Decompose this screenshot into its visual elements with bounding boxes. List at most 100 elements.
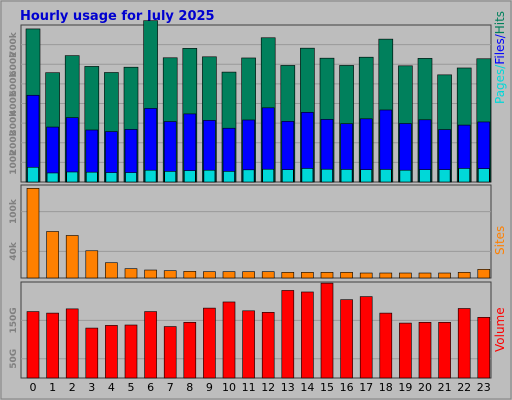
pages-bar [125,172,137,183]
sites-bar [105,262,118,279]
sites-bar [85,250,99,279]
x-tick-label: 12 [261,381,275,394]
sites-bar [124,268,138,279]
volume-bar [418,322,432,379]
y-tick-label: 50G [9,349,19,369]
volume-bar [222,301,236,379]
volume-bar [85,327,99,379]
sites-bar [183,271,197,279]
volume-bar [359,296,373,379]
y-tick-label: 700k [9,31,19,57]
panel-frame [20,281,492,379]
chart-title: Hourly usage for July 2025 [20,9,215,24]
x-tick-label: 9 [206,381,213,394]
pages-bar [223,171,235,183]
volume-bar [340,299,353,379]
volume-bar [477,317,491,379]
volume-bar [26,311,40,379]
pages-bar [301,168,314,183]
x-tick-label: 17 [359,381,373,394]
sites-bar [163,270,177,279]
pages-bar [340,169,353,183]
x-tick-label: 1 [49,381,56,394]
x-tick-label: 2 [69,381,76,394]
x-tick-label: 20 [418,381,432,394]
y-tick-label: 600k [9,51,19,77]
volume-bar [65,308,79,379]
pages-bar [281,169,294,183]
pages-bar [203,169,216,183]
volume-bar [203,307,216,379]
y-axis-label-part: Files/ [493,33,507,64]
pages-bar [66,171,78,183]
volume-bar [281,290,295,379]
sites-bar [281,272,295,279]
sites-bar [438,272,451,279]
y-tick-label: 150G [9,307,19,333]
sites-bar [457,272,471,279]
x-tick-label: 8 [186,381,193,394]
volume-bar [105,325,118,379]
x-tick-label: 10 [222,381,236,394]
y-axis-label-part: Volume [493,307,507,352]
x-tick-label: 5 [128,381,135,394]
y-tick-label: 40k [9,241,19,261]
pages-bar [46,172,59,183]
pages-bar [144,169,157,183]
sites-bar [379,272,393,279]
pages-bar [262,168,275,183]
y-axis-label-part: Sites [493,226,507,255]
pages-bar [105,172,118,183]
volume-bar [163,326,177,379]
y-tick-label: 500k [9,70,19,96]
sites-bar [261,271,275,279]
pages-bar [360,169,373,183]
sites-bar [418,272,432,279]
sites-bar [26,188,40,279]
volume-bar [261,312,275,379]
pages-bar [242,169,255,183]
x-tick-label: 11 [242,381,256,394]
sites-bar [65,235,79,279]
x-tick-label: 13 [281,381,295,394]
sites-bar [399,272,412,279]
x-tick-label: 7 [167,381,174,394]
volume-bar [183,322,197,379]
pages-bar [184,170,196,183]
pages-bar [477,168,490,183]
pages-bar [86,171,98,183]
volume-bar [242,310,255,379]
sites-bar [320,272,334,279]
volume-bar [399,322,412,379]
volume-bar [301,291,314,379]
x-tick-label: 18 [379,381,393,394]
pages-bar [419,169,431,183]
pages-bar [458,168,471,183]
sites-bar [144,269,157,279]
y-tick-label: 400k [9,90,19,116]
x-tick-label: 0 [30,381,37,394]
volume-bar [438,322,451,379]
y-tick-label: 100k [9,198,19,224]
y-tick-label: 300k [9,110,19,136]
volume-bar [46,312,59,379]
volume-bar [320,282,334,379]
x-tick-label: 4 [108,381,115,394]
y-tick-label: 100k [9,149,19,175]
x-tick-label: 15 [320,381,334,394]
panel-frame [20,184,492,279]
y-axis-label-part: Hits [493,11,507,34]
y-axis-label: Volume [493,307,507,352]
sites-bar [46,231,59,279]
volume-bar [144,311,157,379]
sites-bar [301,272,314,279]
pages-bar [379,169,392,183]
x-tick-label: 23 [477,381,491,394]
x-tick-label: 14 [300,381,314,394]
x-tick-label: 16 [340,381,354,394]
x-tick-label: 21 [438,381,452,394]
sites-bar [359,272,373,279]
volume-bar [379,312,393,379]
